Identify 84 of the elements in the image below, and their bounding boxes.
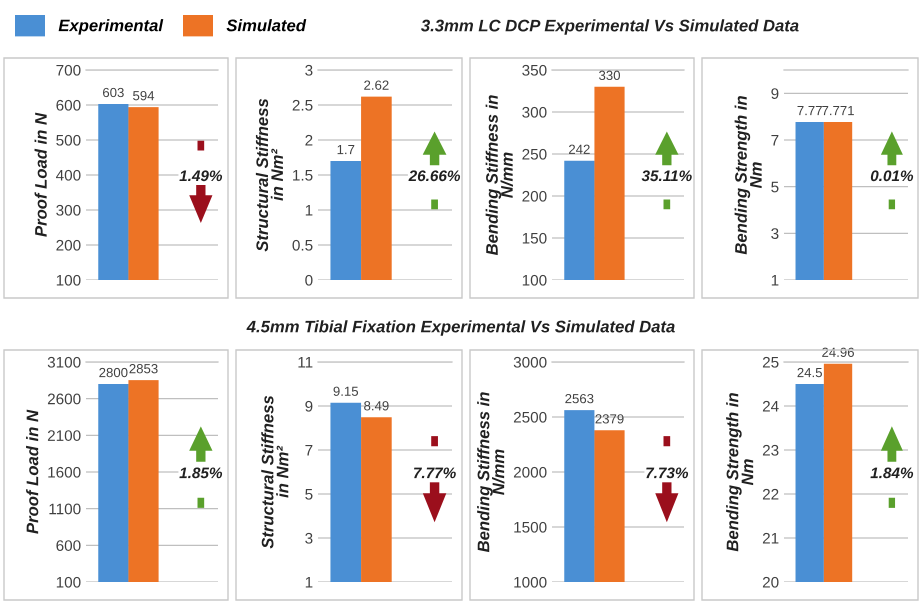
y-tick-label: 400 [56,170,81,181]
y-tick-label: 350 [522,64,547,76]
y-tick-label: 11 [298,357,312,368]
y-tick-label: 1 [306,205,312,216]
y-tick-label: 700 [56,64,81,76]
data-label: 2.62 [364,80,389,90]
data-label: 594 [133,90,154,100]
y-tick-label: 300 [522,106,547,118]
y-tick-label: 20 [762,576,779,588]
data-label: 242 [569,144,590,154]
y-tick-label: 100 [522,274,547,286]
y-tick-label: 2.5 [292,100,312,111]
y-tick-label: 1000 [514,576,547,588]
data-label: 2563 [565,394,594,404]
y-tick-label: 2600 [48,394,81,404]
y-axis-title: Bending Stiffness in N/mm [477,392,504,552]
y-tick-label: 0.5 [292,240,312,251]
y-tick-label: 9 [305,400,312,412]
y-tick-label: 1 [306,577,312,588]
y-tick-label: 3 [305,64,312,76]
y-tick-label: 2 [305,134,312,146]
data-label: 1.7 [338,145,354,154]
data-label: 24.5 [798,368,822,378]
y-tick-label: 5 [771,182,778,192]
annotation: 7.73% [646,467,688,478]
y-tick-label: 7 [305,445,312,456]
data-label: 2379 [596,414,624,424]
y-tick-label: 1.5 [293,170,312,181]
data-label: 8.49 [364,401,389,410]
y-tick-label: 3000 [514,356,547,368]
y-tick-label: 0 [305,274,313,286]
y-tick-label: 7 [771,135,778,146]
y-tick-label: 600 [56,540,81,552]
y-tick-label: 200 [522,190,547,202]
y-axis-title: Structural Stiffness in Nm² [256,98,283,252]
y-tick-label: 3 [771,228,778,240]
y-tick-label: 1 [772,275,778,286]
y-tick-label: 24 [762,400,779,412]
y-tick-label: 23 [762,444,778,456]
y-tick-label: 1600 [48,466,81,478]
y-tick-label: 25 [762,356,778,368]
y-tick-label: 2100 [48,430,81,442]
annotation: 7.77% [414,468,456,478]
y-tick-label: 500 [56,134,81,146]
y-tick-label: 9 [771,88,778,100]
data-label: 603 [103,88,124,98]
annotation: 1.85% [179,467,222,478]
y-tick-label: 2500 [514,412,547,423]
data-label: 7.771 [822,106,854,116]
y-tick-label: 250 [522,148,547,160]
annotation: 35.11% [642,170,692,182]
y-axis-title: Proof Load in N [26,410,38,534]
text: 3.3mm LC DCP Experimental Vs Simulated Data [421,19,799,35]
y-tick-label: 1500 [514,522,547,533]
y-tick-label: 150 [522,232,547,244]
y-tick-label: 1100 [49,504,81,514]
y-axis-title: Proof Load in N [34,112,47,237]
legend-label: Simulated [226,19,306,32]
y-axis-title: Bending Strength in Nm [734,96,762,254]
y-axis-title: Bending Strength in Nm [726,393,754,552]
y-tick-label: 5 [305,489,312,500]
annotation: 1.49% [179,170,222,182]
y-tick-label: 100 [56,274,81,286]
y-tick-label: 300 [56,204,81,216]
annotation: 1.84% [870,467,914,478]
annotation: 26.66% [408,170,460,182]
legend-label: Experimental [58,19,164,35]
y-tick-label: 22 [762,488,778,500]
text: 4.5mm Tibial Fixation Experimental Vs Simulated Data [246,320,675,336]
data-label: 2853 [130,364,158,374]
y-tick-label: 3100 [48,356,81,368]
y-tick-label: 600 [56,100,81,111]
data-label: 330 [599,70,620,80]
y-tick-label: 100 [56,576,81,588]
y-tick-label: 21 [762,532,778,544]
data-label: 9.15 [334,386,358,396]
annotation: 0.01% [870,170,914,182]
y-axis-title: Bending Stiffness in N/mm [486,95,513,256]
data-label: 2800 [99,368,128,378]
y-tick-label: 3 [305,532,312,544]
y-tick-label: 200 [56,240,81,251]
y-axis-title: Structural Stiffness in Nm² [261,396,288,549]
y-tick-label: 2000 [514,466,547,478]
data-label: 7.77 [798,106,822,116]
